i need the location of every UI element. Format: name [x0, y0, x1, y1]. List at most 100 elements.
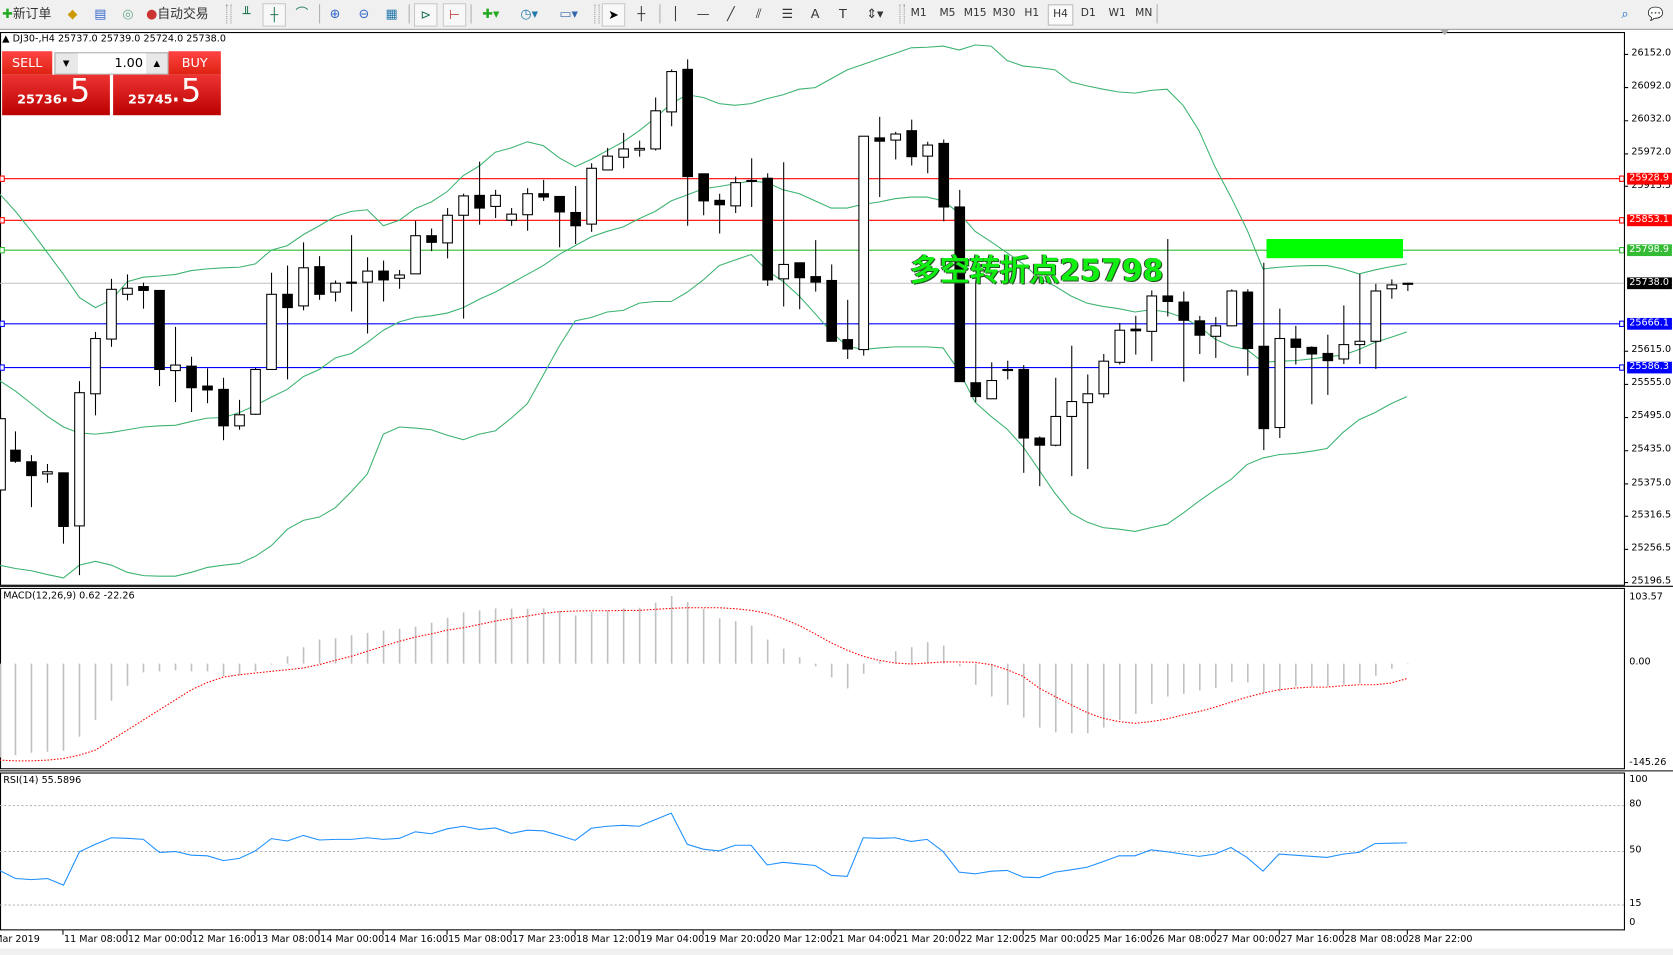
arrows-icon[interactable]: ⇕▾	[866, 6, 884, 22]
candle	[1386, 279, 1398, 299]
toolbar-grip[interactable]	[899, 4, 905, 24]
toolbar-grip[interactable]	[594, 4, 600, 24]
tile-windows-icon[interactable]: ▦	[385, 6, 398, 22]
bar-chart-icon[interactable]: ╨	[242, 6, 251, 22]
timeframe-m30-button[interactable]: M30	[992, 7, 1016, 20]
chart-shift-marker[interactable]	[1440, 29, 1449, 36]
candle-body	[90, 337, 101, 395]
equidistant-channel-icon[interactable]: ⫽	[755, 6, 762, 22]
candle-body	[186, 365, 197, 389]
candle-body	[250, 368, 261, 415]
auto-scroll-icon[interactable]: ⊳	[413, 3, 438, 27]
price-axis-label: 25256.5	[1631, 542, 1672, 554]
horizontal-line-icon[interactable]: —	[696, 6, 710, 22]
candle-body	[1002, 368, 1014, 372]
periods-icon[interactable]: ◷▾	[520, 6, 539, 22]
timeframe-m1-button[interactable]: M1	[910, 7, 927, 20]
buy-button[interactable]: BUY	[168, 51, 221, 75]
chart-shift-icon[interactable]: ⊢	[442, 3, 467, 27]
time-axis-label: 14 Mar 00:00	[320, 934, 385, 946]
volume-increase-icon[interactable]: ▲	[153, 58, 161, 69]
candle-body	[362, 270, 373, 283]
auto-trading-button[interactable]: ●自动交易	[146, 3, 219, 24]
candle	[346, 235, 357, 312]
crosshair-icon[interactable]: ┼	[637, 6, 646, 22]
line-handle	[0, 320, 5, 328]
candle-body	[202, 385, 213, 391]
reversal-point-annotation[interactable]: 多空转折点25798	[910, 252, 1164, 289]
candle-body	[26, 461, 37, 477]
candle-body	[1162, 295, 1174, 303]
new-order-icon: ✚	[2, 6, 13, 22]
text-label-icon[interactable]: T	[838, 6, 847, 22]
sell-button[interactable]: SELL	[2, 51, 53, 75]
fibonacci-icon[interactable]: ☰	[781, 6, 794, 22]
templates-icon[interactable]: ▭▾	[559, 6, 578, 22]
volume-stepper[interactable]: ▼ 1.00 ▲	[54, 52, 169, 75]
candle	[714, 193, 725, 234]
candle	[442, 208, 453, 259]
cursor-icon[interactable]: ➤	[601, 3, 626, 27]
candle	[1034, 436, 1046, 487]
time-axis-label: 14 Mar 16:00	[384, 934, 449, 946]
market-watch-icon[interactable]: ◆	[67, 6, 78, 22]
rsi-axis-label: 0	[1629, 917, 1636, 929]
data-window-icon[interactable]: ▤	[94, 6, 107, 22]
toolbar-grip[interactable]	[226, 4, 232, 24]
vertical-line-icon[interactable]: │	[671, 6, 680, 22]
price-line-label: 25853.1	[1627, 213, 1672, 226]
macd-pane	[0, 587, 1625, 770]
reversal-zone-rectangle[interactable]	[1266, 238, 1404, 259]
timeframe-d1-button[interactable]: D1	[1080, 7, 1096, 20]
volume-input[interactable]: 1.00	[77, 53, 147, 74]
candle-body	[586, 167, 597, 225]
text-icon[interactable]: A	[810, 6, 820, 22]
timeframe-m5-button[interactable]: M5	[939, 7, 956, 20]
new-order-button[interactable]: ✚新订单	[2, 3, 55, 24]
bollinger-lower-band	[0, 253, 1408, 579]
candle	[1402, 282, 1414, 291]
chart-canvas[interactable]	[0, 30, 1673, 955]
candle	[1050, 377, 1062, 447]
candle-body	[1386, 284, 1398, 290]
line-handle	[1619, 217, 1624, 224]
price-axis-label: 26032.0	[1631, 114, 1672, 126]
candlestick-icon[interactable]: ┼	[262, 3, 286, 27]
chat-icon[interactable]: 💬	[1647, 6, 1664, 22]
candle	[1354, 273, 1366, 364]
macd-axis-label: 0.00	[1629, 657, 1651, 668]
timeframe-mn-button[interactable]: MN	[1135, 7, 1153, 20]
candle-body	[122, 287, 133, 295]
candle-body	[474, 194, 485, 209]
timeframe-h1-button[interactable]: H1	[1024, 7, 1040, 20]
buy-price-button[interactable]: 25745 .5	[113, 73, 221, 116]
candle	[682, 59, 693, 226]
timeframe-m15-button[interactable]: M15	[963, 7, 987, 20]
candle	[634, 140, 645, 157]
zoom-in-icon[interactable]: ⊕	[329, 6, 341, 22]
line-chart-icon[interactable]: ⌒	[295, 6, 309, 22]
collapse-arrow-icon[interactable]: ▲	[2, 34, 10, 45]
indicators-icon[interactable]: ✚▾	[482, 6, 500, 22]
zoom-out-icon[interactable]: ⊖	[358, 6, 370, 22]
time-axis-label: 19 Mar 04:00	[640, 934, 705, 946]
candle	[1370, 283, 1382, 369]
candle	[1338, 305, 1350, 364]
time-axis-label: 19 Mar 20:00	[704, 934, 769, 946]
candle-body	[602, 155, 613, 171]
line-handle	[1619, 364, 1624, 371]
trendline-icon[interactable]: ╱	[726, 6, 735, 22]
price-axis-label: 25435.0	[1631, 444, 1672, 455]
price-axis-label: 25196.5	[1631, 576, 1672, 587]
time-axis-label: 27 Mar 16:00	[1280, 934, 1345, 946]
candle	[186, 356, 197, 413]
volume-decrease-icon[interactable]: ▼	[62, 58, 70, 69]
search-icon[interactable]: ⌕	[1621, 6, 1629, 22]
signals-icon[interactable]: ◎	[122, 6, 134, 22]
candle-body	[810, 276, 822, 283]
sell-price-button[interactable]: 25736 .5	[2, 73, 110, 116]
macd-title: MACD(12,26,9) 0.62 -22.26	[3, 591, 135, 602]
timeframe-w1-button[interactable]: W1	[1108, 7, 1126, 20]
timeframe-h4-button[interactable]: H4	[1047, 4, 1074, 26]
price-axis-label: 25316.5	[1631, 509, 1672, 521]
